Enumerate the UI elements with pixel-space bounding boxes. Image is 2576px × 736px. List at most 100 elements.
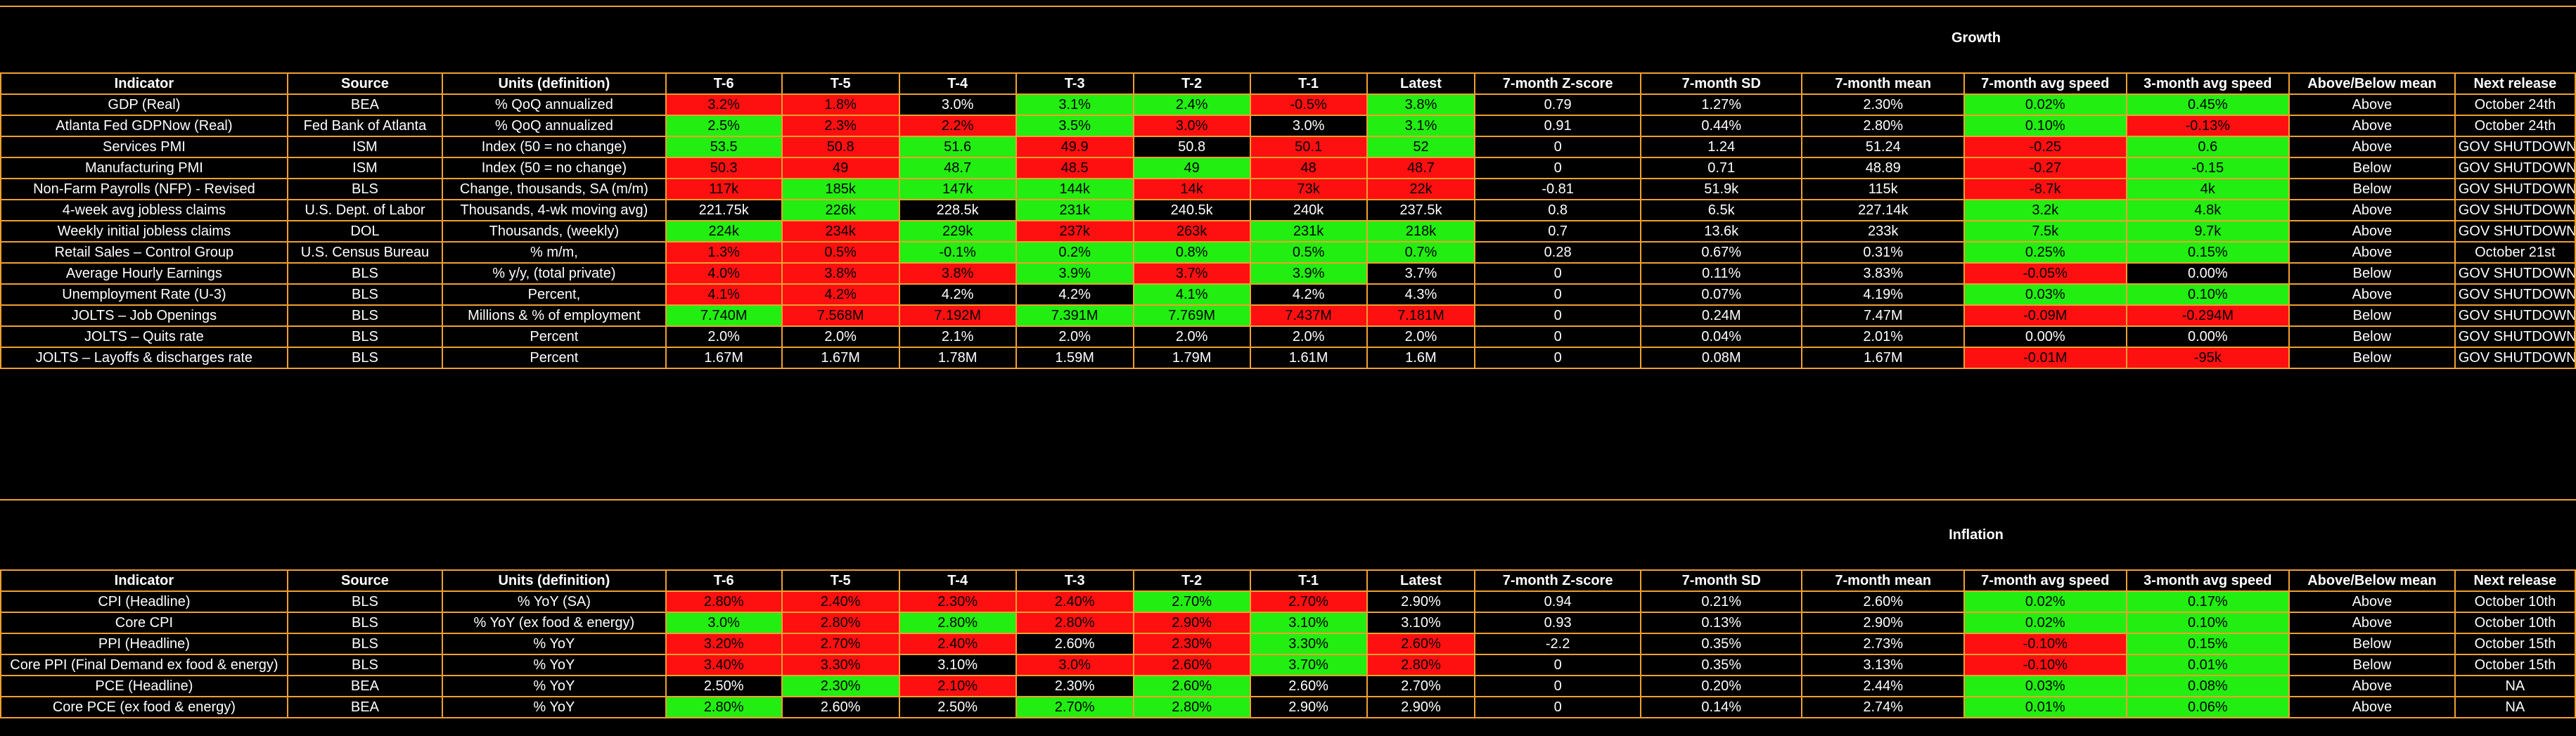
inflation-cell-above-below-mean: Above — [2288, 675, 2456, 697]
inflation-cell-t-6: 2.80% — [665, 696, 783, 718]
growth-cell-t-1: 4.2% — [1249, 283, 1368, 306]
growth-cell-t-5: 49 — [781, 157, 900, 179]
growth-cell-7-month-mean: 227.14k — [1801, 199, 1965, 221]
inflation-cell-3-month-avg-speed: 0.01% — [2125, 654, 2290, 676]
growth-cell-t-6: 4.0% — [665, 262, 783, 285]
inflation-cell-3-month-avg-speed: 0.17% — [2125, 590, 2290, 613]
growth-cell-7-month-avg-speed: -0.09M — [1963, 304, 2127, 327]
inflation-col-header-7-month-avg-speed: 7-month avg speed — [1963, 569, 2127, 592]
inflation-cell-latest: 2.70% — [1366, 675, 1476, 697]
growth-row: Retail Sales – Control Group U.S. Census … — [0, 241, 2576, 264]
inflation-cell-above-below-mean: Above — [2288, 590, 2456, 613]
inflation-cell-t-5: 2.40% — [781, 590, 900, 613]
growth-cell-source: BEA — [286, 93, 444, 116]
growth-col-header-t-3: T-3 — [1015, 72, 1134, 95]
growth-cell-t-6: 7.740M — [665, 304, 783, 327]
growth-cell-latest: 3.8% — [1366, 93, 1476, 116]
growth-cell-t-6: 53.5 — [665, 136, 783, 158]
growth-cell-indicator: Services PMI — [0, 136, 288, 158]
inflation-cell-above-below-mean: Below — [2288, 654, 2456, 676]
growth-row: 4-week avg jobless claims U.S. Dept. of L… — [0, 199, 2576, 221]
growth-cell-units-definition: Index (50 = no change) — [442, 157, 667, 179]
growth-cell-7-month-avg-speed: -0.01M — [1963, 347, 2127, 369]
growth-cell-t-3: 2.0% — [1015, 325, 1134, 348]
growth-cell-3-month-avg-speed: 9.7k — [2125, 220, 2290, 243]
growth-cell-7-month-avg-speed: 0.25% — [1963, 241, 2127, 264]
growth-cell-latest: 52 — [1366, 136, 1476, 158]
inflation-col-header-7-month-mean: 7-month mean — [1801, 569, 1965, 592]
growth-cell-t-1: 231k — [1249, 220, 1368, 243]
inflation-cell-above-below-mean: Above — [2288, 612, 2456, 634]
growth-cell-t-4: 3.8% — [898, 262, 1017, 285]
growth-cell-t-2: 7.769M — [1132, 304, 1251, 327]
growth-cell-7-month-sd: 0.11% — [1639, 262, 1803, 285]
growth-cell-t-4: 2.2% — [898, 115, 1017, 137]
growth-cell-source: BLS — [286, 325, 444, 348]
growth-cell-indicator: Atlanta Fed GDPNow (Real) — [0, 115, 288, 137]
inflation-col-header-t-6: T-6 — [665, 569, 783, 592]
growth-row: Services PMI ISM Index (50 = no change) 53.… — [0, 136, 2576, 158]
inflation-cell-source: BLS — [286, 612, 444, 634]
growth-cell-7-month-z-score: 0.8 — [1474, 199, 1641, 221]
growth-cell-t-3: 231k — [1015, 199, 1134, 221]
growth-col-header-t-4: T-4 — [898, 72, 1017, 95]
growth-section-title: Growth — [1952, 30, 2001, 46]
inflation-cell-t-1: 3.70% — [1249, 654, 1368, 676]
growth-cell-3-month-avg-speed: 0.45% — [2125, 93, 2290, 116]
growth-cell-t-4: 48.7 — [898, 157, 1017, 179]
inflation-cell-7-month-mean: 2.60% — [1801, 590, 1965, 613]
inflation-cell-indicator: Core CPI — [0, 612, 288, 634]
growth-cell-t-3: 3.5% — [1015, 115, 1134, 137]
inflation-col-header-7-month-sd: 7-month SD — [1639, 569, 1803, 592]
growth-cell-above-below-mean: Below — [2288, 178, 2456, 200]
inflation-cell-t-5: 3.30% — [781, 654, 900, 676]
inflation-cell-7-month-sd: 0.21% — [1639, 590, 1803, 613]
growth-cell-next-release: October 21st — [2454, 241, 2576, 264]
growth-cell-7-month-avg-speed: 0.03% — [1963, 283, 2127, 306]
growth-cell-t-4: 2.1% — [898, 325, 1017, 348]
growth-cell-latest: 7.181M — [1366, 304, 1476, 327]
inflation-cell-7-month-avg-speed: 0.03% — [1963, 675, 2127, 697]
growth-cell-next-release: GOV SHUTDOWN — [2454, 178, 2576, 200]
inflation-cell-t-2: 2.70% — [1132, 590, 1251, 613]
growth-cell-indicator: JOLTS – Quits rate — [0, 325, 288, 348]
inflation-cell-7-month-mean: 3.13% — [1801, 654, 1965, 676]
growth-cell-units-definition: % QoQ annualized — [442, 93, 667, 116]
growth-cell-t-6: 224k — [665, 220, 783, 243]
growth-cell-7-month-mean: 2.80% — [1801, 115, 1965, 137]
growth-cell-t-5: 1.8% — [781, 93, 900, 116]
inflation-cell-t-5: 2.80% — [781, 612, 900, 634]
growth-cell-t-5: 226k — [781, 199, 900, 221]
growth-cell-t-2: 1.79M — [1132, 347, 1251, 369]
growth-cell-7-month-sd: 6.5k — [1639, 199, 1803, 221]
inflation-cell-latest: 2.80% — [1366, 654, 1476, 676]
growth-cell-t-6: 50.3 — [665, 157, 783, 179]
growth-cell-next-release: GOV SHUTDOWN — [2454, 136, 2576, 158]
growth-cell-t-3: 0.2% — [1015, 241, 1134, 264]
growth-table-body: GDP (Real) BEA% QoQ annualized 3.2% 1.8% 3.0… — [0, 93, 2576, 369]
growth-row: JOLTS – Layoffs & discharges rate BLS Perc… — [0, 347, 2576, 369]
growth-cell-above-below-mean: Above — [2288, 199, 2456, 221]
growth-cell-7-month-z-score: 0 — [1474, 262, 1641, 285]
inflation-cell-t-4: 2.40% — [898, 633, 1017, 655]
inflation-col-header-t-5: T-5 — [781, 569, 900, 592]
growth-cell-units-definition: Millions & % of employment — [442, 304, 667, 327]
growth-header-row: Indicator Source Units (definition) T-6 T-5 T… — [0, 72, 2576, 95]
growth-cell-t-2: 2.0% — [1132, 325, 1251, 348]
inflation-col-header-7-month-z-score: 7-month Z-score — [1474, 569, 1641, 592]
growth-cell-7-month-z-score: 0 — [1474, 136, 1641, 158]
growth-table: Indicator Source Units (definition) T-6 T-5 T… — [0, 72, 2576, 369]
growth-cell-next-release: GOV SHUTDOWN — [2454, 262, 2576, 285]
growth-cell-7-month-mean: 115k — [1801, 178, 1965, 200]
growth-cell-units-definition: Change, thousands, SA (m/m) — [442, 178, 667, 200]
inflation-cell-t-3: 2.60% — [1015, 633, 1134, 655]
growth-cell-above-below-mean: Above — [2288, 93, 2456, 116]
inflation-col-header-t-4: T-4 — [898, 569, 1017, 592]
inflation-cell-7-month-mean: 2.74% — [1801, 696, 1965, 718]
inflation-cell-7-month-z-score: 0 — [1474, 654, 1641, 676]
growth-cell-7-month-mean: 3.83% — [1801, 262, 1965, 285]
growth-cell-latest: 4.3% — [1366, 283, 1476, 306]
growth-cell-7-month-z-score: 0.79 — [1474, 93, 1641, 116]
inflation-cell-7-month-z-score: 0 — [1474, 675, 1641, 697]
growth-col-header-3-month-avg-speed: 3-month avg speed — [2125, 72, 2290, 95]
